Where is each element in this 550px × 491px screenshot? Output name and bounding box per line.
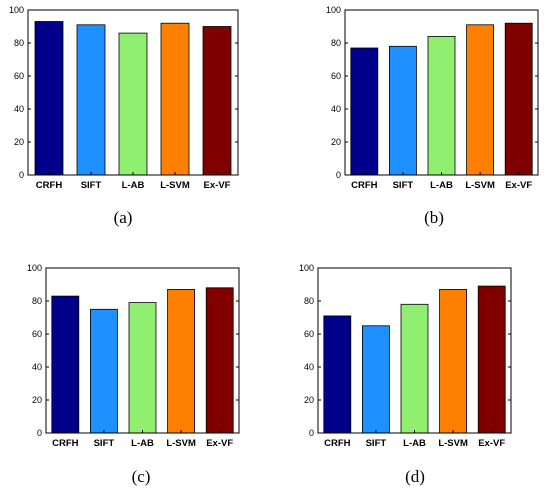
panel-b-bar-ex-vf [504, 22, 533, 176]
panel-b-x-tick-label: SIFT [393, 180, 414, 191]
panel-a: (a) CRFH SIFT L-AB L-SVM Ex-VF 0 20 40 60 80 100 [9, 5, 239, 227]
panel-d-y-tick-label: 0 [309, 428, 314, 438]
panel-d-y-tick-label: 40 [304, 362, 314, 372]
panel-a-bar-l-ab [118, 32, 148, 176]
panel-a-y-tick-label: 60 [14, 71, 24, 81]
panel-a-bar-crfh [34, 21, 64, 176]
panel-b-bar-sift [388, 45, 417, 176]
panel-c-y-tick-label: 40 [32, 362, 42, 372]
panel-a-caption: (a) [114, 208, 133, 227]
panel-a-x-tick-label: Ex-VF [204, 180, 231, 191]
panel-d-x-tick-label: L-SVM [438, 438, 468, 449]
panel-a-y-tick-label: 0 [19, 170, 24, 180]
panel-c: (c) CRFH SIFT L-AB L-SVM Ex-VF 0 20 40 60 80 100 [27, 263, 240, 486]
panel-a-bar-l-svm [160, 22, 190, 176]
panel-b-x-tick-label: L-AB [430, 180, 453, 191]
panel-b-caption: (b) [424, 208, 444, 227]
panel-d-bar-crfh [323, 315, 352, 434]
panel-b-y-tick-label: 20 [331, 137, 341, 147]
panel-b-y-tick-label: 60 [331, 71, 341, 81]
panel-d-bar-ex-vf [477, 285, 506, 434]
panel-b-y-tick-label: 0 [336, 170, 341, 180]
panel-b-y-tick-label: 100 [326, 5, 341, 15]
panel-b-bar-l-ab [427, 36, 456, 176]
panel-d-y-tick-label: 80 [304, 296, 314, 306]
panel-d-y-tick-label: 60 [304, 329, 314, 339]
panel-d-y-tick-label: 20 [304, 395, 314, 405]
panel-a-y-tick-label: 80 [14, 38, 24, 48]
panel-b-bar-l-svm [466, 24, 495, 176]
panel-d-x-tick-label: CRFH [324, 438, 351, 449]
panel-d-x-tick-label: L-AB [403, 438, 426, 449]
panel-b-y-tick-label: 40 [331, 104, 341, 114]
panel-a-x-tick-label: SIFT [81, 180, 102, 191]
panel-c-bar-l-ab [128, 302, 157, 434]
panel-a-y-tick-label: 100 [9, 5, 24, 15]
panel-c-caption: (c) [132, 467, 151, 486]
panel-c-bar-ex-vf [205, 287, 234, 434]
panel-c-x-tick-label: CRFH [52, 438, 79, 449]
panel-a-x-tick-label: CRFH [36, 180, 63, 191]
panel-d: (d) CRFH SIFT L-AB L-SVM Ex-VF 0 20 40 60 80 100 [299, 263, 512, 486]
panel-a-x-tick-label: L-SVM [160, 180, 190, 191]
panel-c-y-tick-label: 80 [32, 296, 42, 306]
panel-c-x-tick-label: L-AB [131, 438, 154, 449]
panel-c-bar-sift [90, 308, 118, 434]
panel-b-x-tick-label: Ex-VF [505, 180, 532, 191]
panel-a-bar-sift [76, 24, 106, 176]
panel-d-x-tick-label: Ex-VF [478, 438, 505, 449]
panel-d-caption: (d) [405, 467, 425, 486]
panel-c-bar-crfh [51, 295, 80, 434]
panel-c-x-tick-label: L-SVM [166, 438, 196, 449]
panel-a-bar-ex-vf [202, 26, 232, 176]
panel-b-x-tick-label: CRFH [351, 180, 378, 191]
panel-c-y-tick-label: 60 [32, 329, 42, 339]
panel-d-bar-l-ab [400, 303, 429, 434]
panel-c-y-tick-label: 0 [37, 428, 42, 438]
panel-c-y-tick-label: 20 [32, 395, 42, 405]
panel-b: (b) CRFH SIFT L-AB L-SVM Ex-VF 0 20 40 60 80 100 [326, 5, 539, 227]
panel-b-y-tick-label: 80 [331, 38, 341, 48]
panel-b-bar-crfh [350, 47, 379, 176]
panel-a-y-tick-label: 20 [14, 137, 24, 147]
panel-a-x-tick-label: L-AB [122, 180, 145, 191]
panel-c-x-tick-label: Ex-VF [206, 438, 233, 449]
panel-c-bar-l-svm [167, 288, 196, 434]
panel-a-y-tick-label: 40 [14, 104, 24, 114]
panel-c-y-tick-label: 100 [27, 263, 42, 273]
panel-d-bar-l-svm [439, 288, 468, 434]
panel-d-y-tick-label: 100 [299, 263, 314, 273]
panel-c-x-tick-label: SIFT [94, 438, 115, 449]
panel-b-x-tick-label: L-SVM [465, 180, 495, 191]
panel-d-bar-sift [361, 325, 390, 434]
panel-d-x-tick-label: SIFT [366, 438, 387, 449]
